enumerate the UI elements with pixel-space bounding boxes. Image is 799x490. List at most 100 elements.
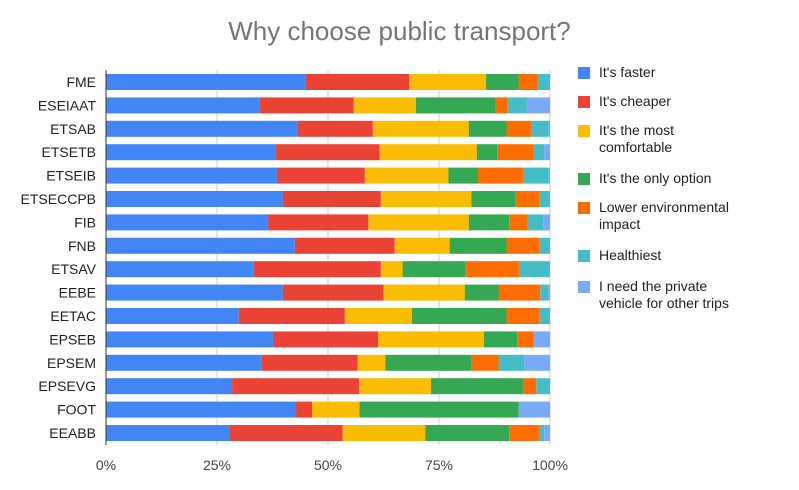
bar-segment (359, 378, 432, 395)
legend-item: Healthiest (578, 247, 793, 264)
bar-segment (515, 191, 540, 207)
legend-item: It's cheaper (578, 93, 793, 110)
bar-segment (431, 378, 523, 395)
legend-swatch (578, 67, 590, 79)
bar-segment (517, 331, 534, 348)
bar-segment (383, 284, 465, 301)
bar-segment (506, 308, 540, 324)
bar-segment (106, 191, 283, 207)
legend-label: It's cheaper (599, 93, 671, 109)
legend-label: I need the private vehicle for other trip… (599, 278, 729, 311)
bar-segment (518, 74, 538, 90)
bar-segment (342, 425, 426, 441)
legend-label: Healthiest (599, 247, 662, 263)
bar-segment (106, 354, 262, 371)
bar-segment (238, 308, 345, 324)
bar-segment (106, 74, 306, 90)
bar-segment (518, 261, 550, 278)
y-category-label: ESEIAAT (38, 97, 97, 113)
bar-segment (276, 167, 365, 184)
bar-segment (282, 191, 381, 207)
bar-segment (232, 378, 360, 395)
y-category-label: ETSAV (51, 261, 97, 277)
bar-segment (357, 354, 386, 371)
bar-segment (468, 120, 507, 137)
bar-segment (353, 97, 416, 114)
bar-segment (106, 284, 283, 301)
bar-segment (544, 425, 550, 441)
legend-swatch (578, 250, 590, 262)
y-category-label: EEBE (59, 285, 96, 301)
bar-segment (539, 308, 550, 324)
bar-segment (468, 214, 510, 231)
bar-segment (106, 331, 273, 348)
y-category-label: FOOT (57, 402, 96, 418)
bar-segment (518, 401, 550, 418)
legend-label: It's faster (599, 64, 656, 80)
bar-segment (305, 74, 410, 90)
bar-segment (267, 214, 369, 231)
bar-segment (540, 284, 549, 301)
legend-label: Lower environmental impact (599, 199, 729, 232)
bar-segment (296, 401, 313, 418)
legend-item: It's the only option (578, 170, 793, 187)
x-tick-label: 100% (532, 457, 568, 473)
y-category-label: FME (66, 74, 96, 90)
bar-segment (425, 425, 510, 441)
bar-segment (536, 378, 550, 395)
x-tick-label: 25% (203, 457, 231, 473)
bar-segment (471, 191, 516, 207)
bar-segment (378, 331, 484, 348)
y-category-label: FIB (74, 214, 96, 230)
bar-segment (543, 214, 550, 231)
bar-segment (380, 261, 403, 278)
y-category-label: FNB (68, 238, 96, 254)
bar-segment (229, 425, 343, 441)
bar-segment (312, 401, 360, 418)
bar-segment (394, 237, 450, 254)
legend-swatch (578, 96, 590, 108)
x-tick-label: 0% (96, 457, 116, 473)
bar-segment (379, 144, 477, 161)
legend-swatch (578, 125, 590, 137)
bar-segment (539, 191, 550, 207)
y-category-label: EPSEVG (38, 378, 96, 394)
bar-segment (465, 261, 519, 278)
bar-segment (533, 144, 545, 161)
bar-segment (106, 214, 268, 231)
bar-segment (497, 144, 534, 161)
bar-segment (380, 191, 472, 207)
bar-segment (106, 261, 254, 278)
y-category-label: ETSEIB (46, 168, 96, 184)
bar-segment (261, 354, 358, 371)
bar-segment (385, 354, 472, 371)
bar-segment (506, 237, 540, 254)
bar-segment (507, 97, 527, 114)
bar-segment (364, 167, 449, 184)
bar-segment (409, 74, 487, 90)
bar-segment (402, 261, 466, 278)
y-category-label: EPSEM (47, 355, 96, 371)
bar-segment (106, 401, 297, 418)
x-tick-label: 75% (425, 457, 453, 473)
y-category-label: ETSECCPB (21, 191, 96, 207)
bar-segment (483, 331, 518, 348)
bar-segment (498, 284, 541, 301)
bar-segment (539, 237, 550, 254)
bar-segment (509, 214, 528, 231)
bar-segment (368, 214, 469, 231)
bar-segment (276, 144, 380, 161)
y-category-label: EEABB (49, 425, 96, 441)
chart-title: Why choose public transport? (228, 16, 571, 46)
bar-segment (524, 354, 550, 371)
legend-item: I need the private vehicle for other trip… (578, 278, 793, 312)
bar-segment (533, 331, 550, 348)
bar-segment (530, 120, 549, 137)
legend-label: It's the only option (599, 170, 712, 186)
bar-segment (272, 331, 379, 348)
bar-segment (464, 284, 499, 301)
bar-segment (106, 237, 295, 254)
x-tick-label: 50% (314, 457, 342, 473)
y-category-label: ETSETB (42, 144, 96, 160)
